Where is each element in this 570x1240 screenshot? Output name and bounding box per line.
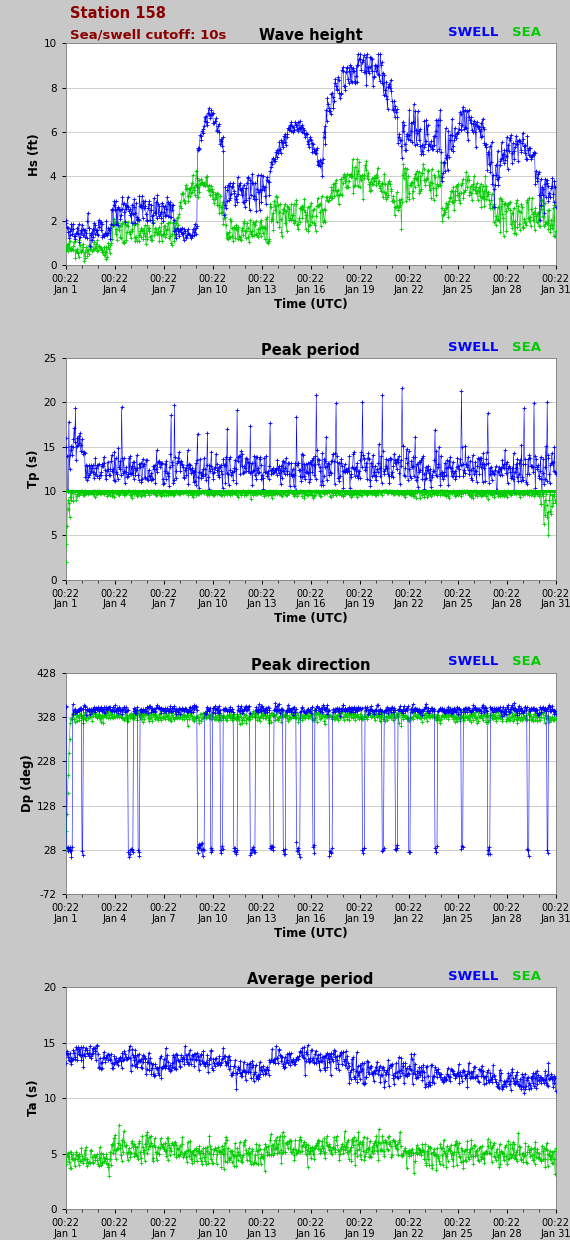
Text: SEA: SEA (512, 970, 540, 983)
X-axis label: Time (UTC): Time (UTC) (274, 928, 348, 940)
Text: SWELL: SWELL (448, 655, 498, 668)
Title: Peak direction: Peak direction (251, 657, 370, 673)
X-axis label: Time (UTC): Time (UTC) (274, 298, 348, 310)
Text: SEA: SEA (512, 26, 540, 38)
Text: SEA: SEA (512, 341, 540, 353)
Title: Average period: Average period (247, 972, 374, 987)
Text: Sea/swell cutoff: 10s: Sea/swell cutoff: 10s (71, 29, 227, 41)
Y-axis label: Tp (s): Tp (s) (27, 450, 40, 489)
Y-axis label: Hs (ft): Hs (ft) (27, 133, 40, 176)
Title: Peak period: Peak period (261, 343, 360, 358)
Text: Station 158: Station 158 (71, 6, 166, 21)
Text: SWELL: SWELL (448, 970, 498, 983)
Y-axis label: Ta (s): Ta (s) (27, 1080, 40, 1116)
Y-axis label: Dp (deg): Dp (deg) (21, 755, 34, 812)
Text: SEA: SEA (512, 655, 540, 668)
X-axis label: Time (UTC): Time (UTC) (274, 613, 348, 625)
Text: SWELL: SWELL (448, 341, 498, 353)
Text: SWELL: SWELL (448, 26, 498, 38)
Title: Wave height: Wave height (259, 29, 363, 43)
